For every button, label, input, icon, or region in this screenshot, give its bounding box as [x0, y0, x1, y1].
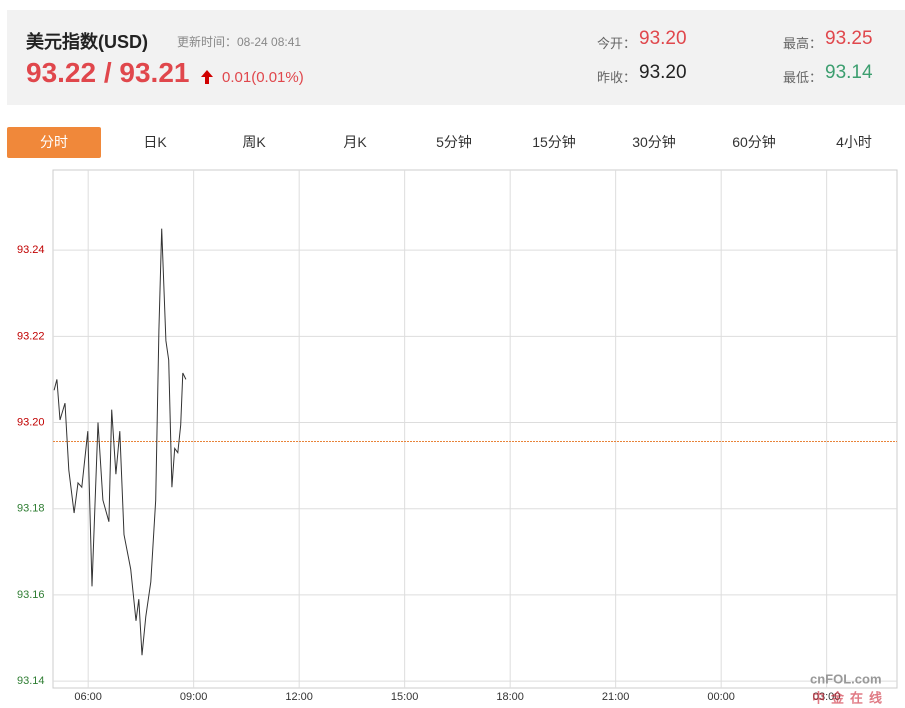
- stat-label: 今开：: [597, 36, 637, 51]
- y-tick-label: 93.24: [17, 244, 45, 256]
- stat-value: 93.25: [825, 28, 873, 49]
- plot-frame: [52, 169, 898, 689]
- up-arrow: [201, 70, 213, 84]
- tab[interactable]: 分时: [7, 127, 101, 158]
- x-tick-label: 06:00: [74, 691, 102, 703]
- tab[interactable]: 月K: [343, 134, 367, 150]
- x-tick-label: 00:00: [707, 691, 735, 703]
- tab[interactable]: 30分钟: [632, 134, 676, 150]
- x-tick-label: 21:00: [602, 691, 630, 703]
- title: 美元指数(USD): [26, 32, 148, 52]
- x-tick-label: 09:00: [180, 691, 208, 703]
- tab[interactable]: 15分钟: [532, 134, 576, 150]
- y-tick-label: 93.18: [17, 503, 45, 515]
- header: [7, 10, 905, 105]
- tab[interactable]: 60分钟: [732, 134, 776, 150]
- tab[interactable]: 5分钟: [436, 134, 472, 150]
- x-tick-label: 12:00: [285, 691, 313, 703]
- y-tick-label: 93.14: [17, 675, 45, 687]
- watermark-name: 中金在线: [812, 690, 888, 705]
- watermark-brand: cnFOL.com: [810, 671, 882, 686]
- y-tick-label: 93.20: [17, 416, 45, 428]
- stat-label: 最高：: [783, 36, 823, 51]
- update-time: 更新时间：08-24 08:41: [177, 35, 302, 49]
- x-tick-label: 03:00: [813, 691, 841, 703]
- stat-value: 93.14: [825, 62, 873, 83]
- stat-label: 昨收：: [597, 70, 637, 85]
- tab[interactable]: 周K: [242, 134, 266, 150]
- change: 0.01(0.01%): [222, 69, 304, 86]
- tab[interactable]: 日K: [143, 134, 167, 150]
- stat-label: 最低：: [783, 70, 823, 85]
- x-tick-label: 15:00: [391, 691, 419, 703]
- x-tick-label: 18:00: [496, 691, 524, 703]
- price-line: [53, 228, 187, 656]
- y-tick-label: 93.22: [17, 330, 45, 342]
- price: 93.22 / 93.21: [26, 57, 190, 88]
- stat-value: 93.20: [639, 28, 687, 49]
- stat-value: 93.20: [639, 62, 687, 83]
- tab[interactable]: 4小时: [836, 134, 872, 150]
- y-tick-label: 93.16: [17, 589, 45, 601]
